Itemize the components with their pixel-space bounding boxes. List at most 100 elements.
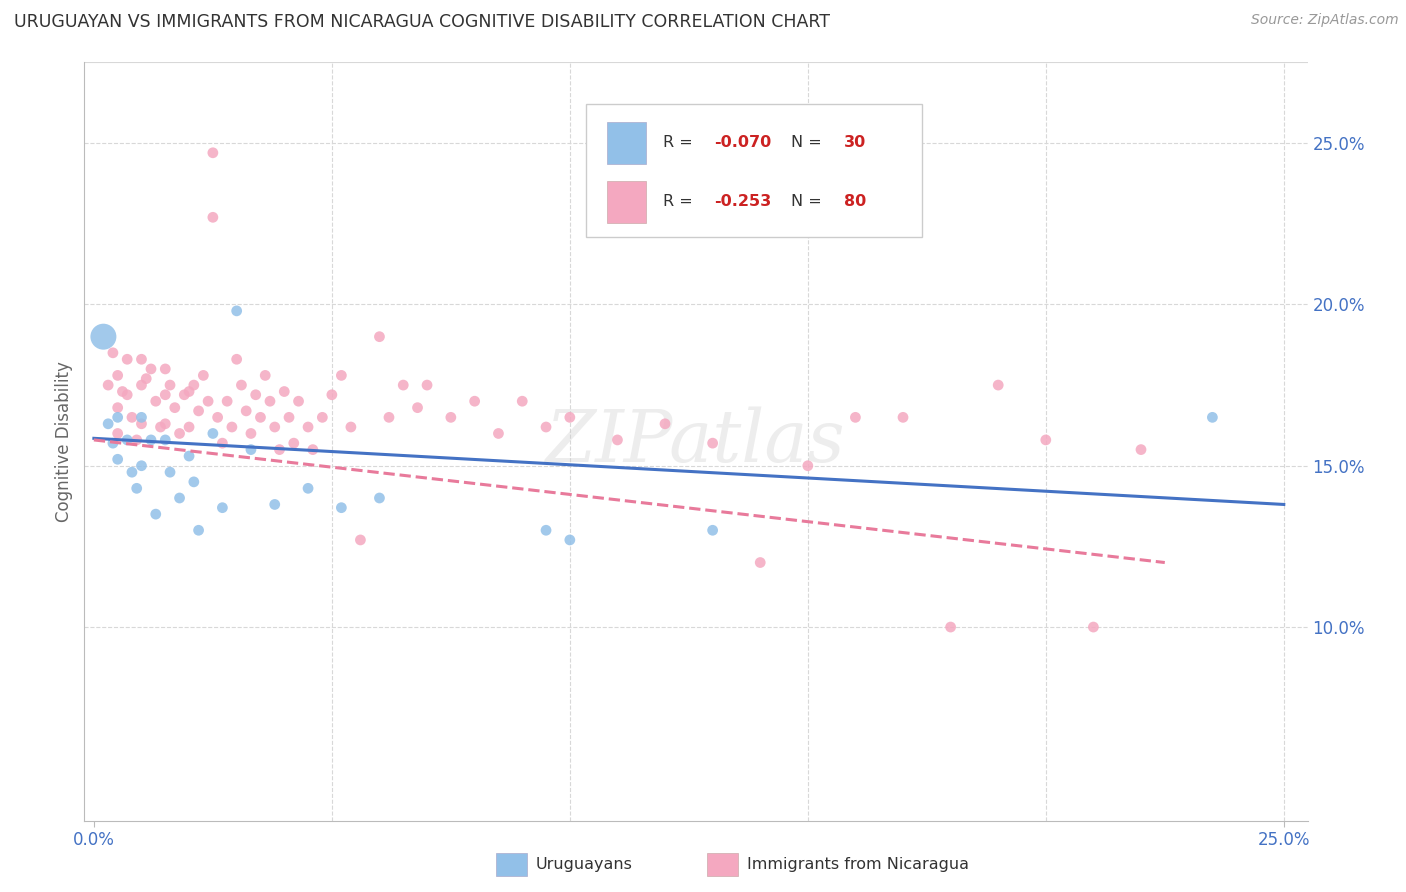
Text: 30: 30: [844, 136, 866, 151]
Text: URUGUAYAN VS IMMIGRANTS FROM NICARAGUA COGNITIVE DISABILITY CORRELATION CHART: URUGUAYAN VS IMMIGRANTS FROM NICARAGUA C…: [14, 13, 830, 31]
Point: [131, 458, 153, 473]
Point: [217, 394, 239, 409]
Text: R =: R =: [664, 136, 697, 151]
Point: [173, 388, 195, 402]
Point: [169, 491, 191, 505]
Point: [101, 436, 124, 450]
Point: [340, 420, 363, 434]
Bar: [606, 122, 645, 164]
Point: [207, 410, 229, 425]
Point: [225, 304, 247, 318]
Point: [1130, 442, 1153, 457]
Point: [1083, 620, 1105, 634]
Point: [107, 410, 129, 425]
Point: [239, 442, 262, 457]
Point: [115, 388, 138, 402]
Point: [249, 410, 271, 425]
Point: [287, 394, 309, 409]
Point: [225, 352, 247, 367]
Point: [107, 452, 129, 467]
Point: [254, 368, 277, 383]
Point: [278, 410, 301, 425]
Point: [111, 384, 134, 399]
Text: R =: R =: [664, 194, 697, 210]
Text: -0.253: -0.253: [714, 194, 772, 210]
Point: [131, 352, 153, 367]
Point: [749, 556, 772, 570]
Point: [269, 442, 291, 457]
Point: [464, 394, 486, 409]
Point: [201, 211, 224, 225]
Point: [321, 388, 343, 402]
Point: [125, 433, 148, 447]
Text: Immigrants from Nicaragua: Immigrants from Nicaragua: [747, 857, 969, 871]
Point: [159, 378, 181, 392]
Point: [155, 362, 177, 376]
Point: [187, 523, 209, 537]
Point: [259, 394, 281, 409]
Point: [231, 378, 253, 392]
Point: [392, 378, 415, 392]
Point: [97, 417, 120, 431]
Point: [1201, 410, 1223, 425]
Text: 80: 80: [844, 194, 866, 210]
Point: [211, 436, 233, 450]
Point: [702, 436, 724, 450]
Point: [844, 410, 866, 425]
Point: [121, 465, 143, 479]
Point: [283, 436, 305, 450]
Point: [239, 426, 262, 441]
Point: [97, 378, 120, 392]
Point: [416, 378, 439, 392]
Point: [488, 426, 510, 441]
Point: [301, 442, 323, 457]
Point: [891, 410, 914, 425]
Point: [534, 523, 557, 537]
Point: [107, 426, 129, 441]
Point: [183, 378, 205, 392]
Point: [139, 433, 162, 447]
Point: [163, 401, 186, 415]
Point: [193, 368, 215, 383]
FancyBboxPatch shape: [586, 104, 922, 236]
Point: [177, 449, 200, 463]
Point: [1035, 433, 1057, 447]
Point: [235, 404, 257, 418]
Point: [349, 533, 371, 547]
Point: [797, 458, 820, 473]
Point: [139, 362, 162, 376]
Bar: [606, 181, 645, 223]
Point: [149, 420, 172, 434]
Point: [263, 498, 285, 512]
Point: [121, 410, 143, 425]
Point: [107, 368, 129, 383]
Point: [558, 533, 581, 547]
Point: [135, 371, 157, 385]
Point: [145, 507, 167, 521]
Point: [311, 410, 333, 425]
Point: [368, 491, 391, 505]
Point: [107, 401, 129, 415]
Point: [939, 620, 962, 634]
Point: [406, 401, 429, 415]
Text: N =: N =: [792, 136, 827, 151]
Text: Source: ZipAtlas.com: Source: ZipAtlas.com: [1251, 13, 1399, 28]
Point: [131, 410, 153, 425]
Text: N =: N =: [792, 194, 827, 210]
Point: [558, 410, 581, 425]
Point: [101, 346, 124, 360]
Point: [155, 433, 177, 447]
Point: [534, 420, 557, 434]
Point: [155, 388, 177, 402]
Point: [378, 410, 401, 425]
Point: [183, 475, 205, 489]
Point: [330, 500, 353, 515]
Point: [297, 481, 319, 495]
Point: [987, 378, 1010, 392]
Point: [187, 404, 209, 418]
Y-axis label: Cognitive Disability: Cognitive Disability: [55, 361, 73, 522]
Point: [245, 388, 267, 402]
Point: [197, 394, 219, 409]
Point: [273, 384, 295, 399]
Point: [169, 426, 191, 441]
